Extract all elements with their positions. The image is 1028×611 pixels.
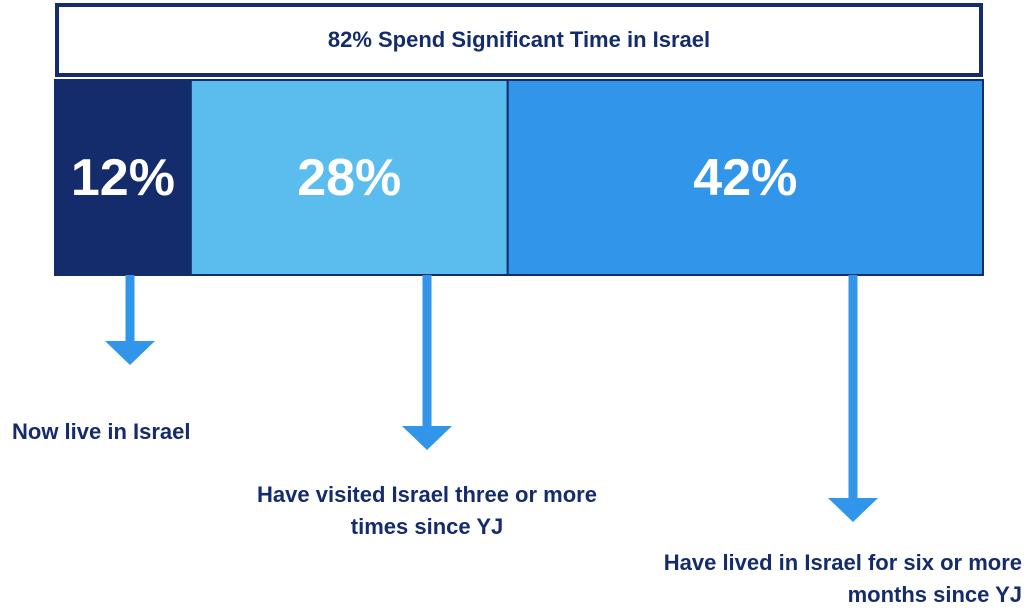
arrow-head <box>105 341 155 365</box>
bar-segment <box>506 79 984 276</box>
arrow-head <box>402 426 452 450</box>
value-label: 28% <box>297 149 401 207</box>
chart-title: 82% Spend Significant Time in Israel <box>55 3 983 77</box>
legend-label: Have lived in Israel for six or more mon… <box>663 550 1022 607</box>
value-label: 12% <box>71 149 175 207</box>
arrow-head <box>828 498 878 522</box>
value-label: 42% <box>693 149 797 207</box>
bar-segment <box>54 79 192 276</box>
bar-segment <box>189 79 509 276</box>
legend-label: Have visited Israel three or more times … <box>257 482 597 539</box>
legend-label: Now live in Israel <box>12 419 191 444</box>
